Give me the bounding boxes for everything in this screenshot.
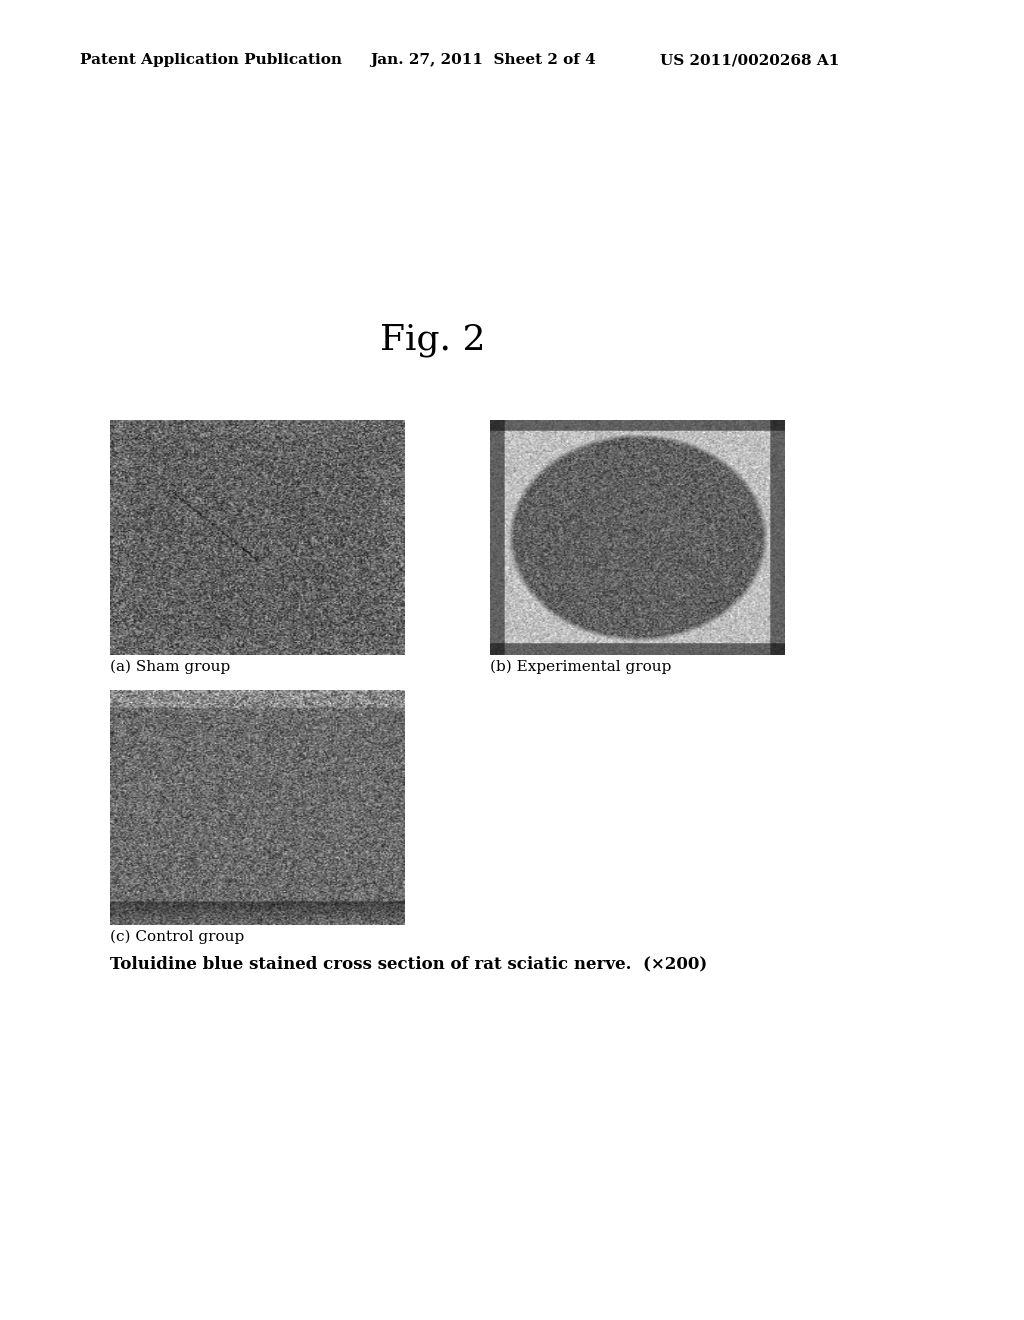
- Text: (c) Control group: (c) Control group: [110, 931, 245, 944]
- Text: Patent Application Publication: Patent Application Publication: [80, 53, 342, 67]
- Text: (b) Experimental group: (b) Experimental group: [490, 660, 672, 675]
- Text: (a) Sham group: (a) Sham group: [110, 660, 230, 675]
- Text: Toluidine blue stained cross section of rat sciatic nerve.  (×200): Toluidine blue stained cross section of …: [110, 954, 708, 972]
- Text: Fig. 2: Fig. 2: [380, 323, 485, 356]
- Text: US 2011/0020268 A1: US 2011/0020268 A1: [660, 53, 840, 67]
- Text: Jan. 27, 2011  Sheet 2 of 4: Jan. 27, 2011 Sheet 2 of 4: [370, 53, 596, 67]
